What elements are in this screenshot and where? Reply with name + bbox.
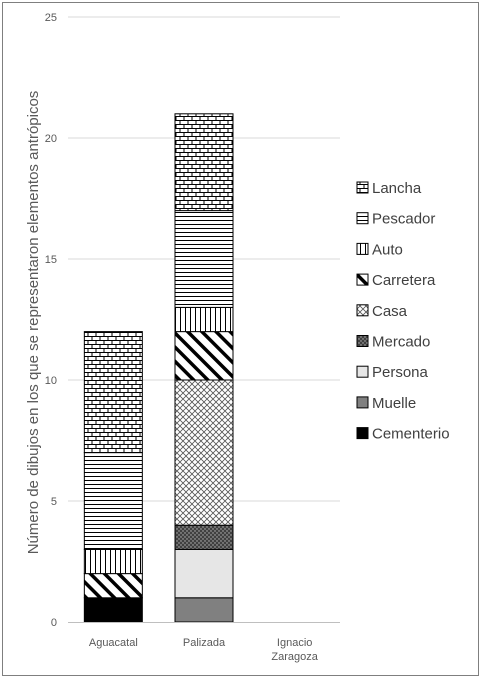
legend-swatch-lancha — [356, 181, 369, 194]
y-tick-label: 5 — [51, 496, 57, 508]
legend-swatch-persona — [356, 365, 369, 378]
y-tick-label: 20 — [45, 133, 57, 145]
x-category-label: Ignacio — [277, 637, 312, 649]
legend-swatch-carretera — [356, 273, 369, 286]
legend-swatch-pescador — [356, 212, 369, 225]
bar-segment-muelle — [174, 597, 234, 623]
legend-swatch-auto — [356, 242, 369, 255]
y-tick-label: 25 — [45, 12, 57, 24]
bar-segment-pescador — [83, 452, 143, 550]
bar-segment-casa — [174, 379, 234, 526]
x-category-label: Aguacatal — [89, 637, 138, 649]
bar-segment-auto — [174, 306, 234, 333]
bar-segment-pescador — [174, 210, 234, 308]
legend-label-cementerio: Cementerio — [372, 426, 450, 443]
bar-segment-carretera — [174, 331, 234, 381]
legend-label-mercado: Mercado — [372, 334, 430, 351]
bar-segment-lancha — [83, 331, 143, 454]
bar-segment-carretera — [83, 573, 143, 599]
y-tick-label: 0 — [51, 617, 57, 629]
legend-label-lancha: Lancha — [372, 180, 422, 197]
bar-segment-mercado — [174, 524, 234, 550]
legend-label-auto: Auto — [372, 241, 403, 258]
y-tick-label: 15 — [45, 254, 57, 266]
legend-label-pescador: Pescador — [372, 211, 435, 228]
chart-frame — [2, 2, 479, 676]
bar-segment-persona — [174, 548, 234, 599]
legend-swatch-cementerio — [356, 427, 369, 440]
legend-label-casa: Casa — [372, 303, 408, 320]
legend-label-carretera: Carretera — [372, 272, 436, 289]
legend-label-muelle: Muelle — [372, 395, 416, 412]
bar-segment-lancha — [174, 113, 234, 212]
x-category-label: Palizada — [183, 637, 226, 649]
x-category-label: Zaragoza — [271, 651, 318, 663]
y-tick-label: 10 — [45, 375, 57, 387]
legend-swatch-casa — [356, 304, 369, 317]
bar-segment-cementerio — [83, 597, 143, 623]
bar-segment-auto — [83, 548, 143, 575]
axes-group: 0 5 10 15 20 25 Número de dibujos en los que s… — [25, 12, 340, 663]
bars-group — [83, 113, 234, 623]
legend-swatch-muelle — [356, 396, 369, 409]
legend-swatch-mercado — [356, 335, 369, 347]
legend-label-persona: Persona — [372, 364, 429, 381]
legend: Lancha Pescador Auto Carretera Casa Mercado Pe… — [356, 180, 450, 443]
y-axis-label: Número de dibujos en los que se represen… — [25, 91, 42, 555]
